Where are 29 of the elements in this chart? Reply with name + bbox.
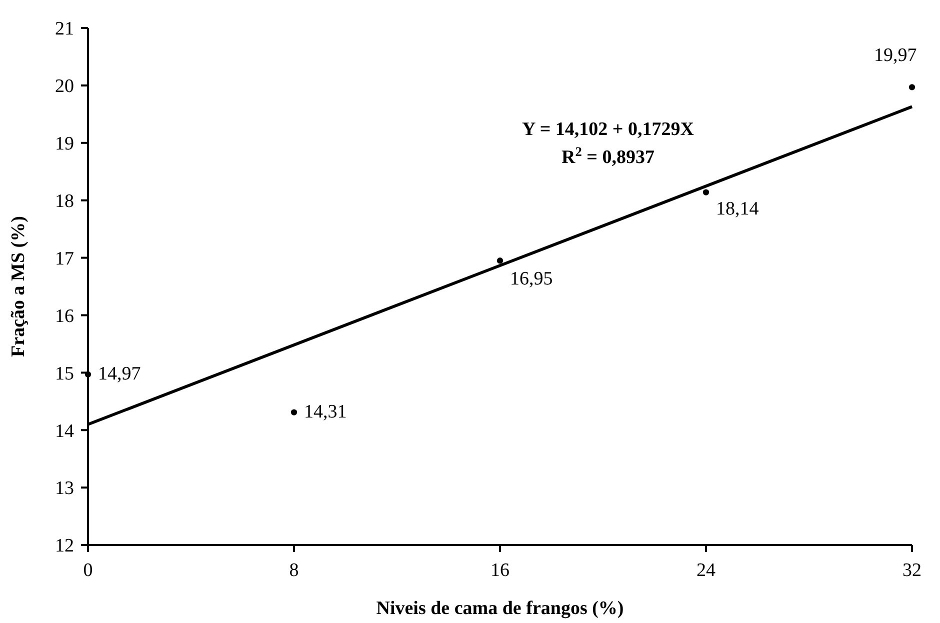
point — [496, 258, 504, 264]
x-axis-title: Niveis de cama de frangos (%) — [376, 598, 624, 619]
y-tick-label: 17 — [55, 248, 74, 270]
x-tick-label: 16 — [490, 560, 510, 581]
y-tick-label: 12 — [55, 536, 74, 557]
data-label: 14,97 — [98, 363, 141, 384]
x-tick-label: 24 — [696, 560, 716, 581]
point — [290, 409, 298, 416]
y-tick-label: 18 — [55, 190, 74, 212]
y-tick-label: 21 — [55, 18, 74, 40]
y-tick-label: 20 — [55, 76, 74, 98]
data-label: 19,97 — [874, 45, 917, 66]
point — [84, 371, 92, 378]
y-tick-label: 14 — [55, 420, 74, 442]
y-tick-label: 15 — [55, 363, 74, 384]
y-axis-title: Fração a MS (%) — [8, 216, 29, 357]
annotation: Y = 14,102 + 0,1729X — [522, 119, 694, 140]
x-tick-label: 32 — [902, 560, 922, 581]
y-tick-label: 16 — [55, 306, 74, 327]
data-label: 18,14 — [716, 198, 760, 220]
y-tick-label: 19 — [55, 134, 74, 155]
point — [908, 84, 916, 90]
annotation: R$^{2}$ = 0,8937 — [562, 144, 655, 168]
data-label: 16,95 — [510, 268, 553, 290]
point — [702, 189, 710, 196]
x-tick-label: 0 — [83, 560, 93, 581]
x-tick-label: 8 — [289, 560, 299, 581]
data-label: 14,31 — [304, 401, 347, 422]
y-tick-label: 13 — [55, 478, 74, 500]
